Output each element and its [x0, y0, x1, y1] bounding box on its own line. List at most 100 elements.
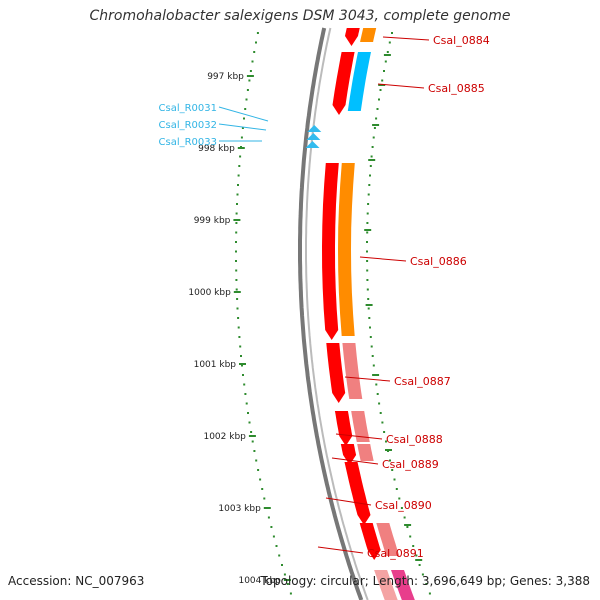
ruler-dot — [278, 554, 281, 557]
ruler-label: 998 kbp — [198, 144, 235, 154]
ruler-label: 1000 kbp — [188, 288, 231, 298]
gene-label: Csal_0887 — [394, 375, 451, 388]
outer-ring-dot — [388, 41, 391, 44]
gene-label: Csal_0891 — [367, 547, 424, 560]
outer-ring-dot — [367, 298, 370, 300]
gene-label: Csal_0884 — [433, 34, 490, 47]
outer-ring-dot — [381, 79, 384, 82]
gene-leader-line — [317, 546, 364, 554]
rna-label: Csal_R0031 — [159, 103, 218, 114]
ruler-dot — [255, 41, 257, 44]
outer-ring-dot — [409, 535, 412, 538]
outer-ring-dot — [383, 70, 385, 72]
outer-ring-dot — [366, 250, 368, 253]
ruler-dot — [250, 431, 253, 433]
outer-ring-dot — [366, 279, 369, 281]
cds-arrow — [340, 444, 357, 465]
rna-label: Csal_R0033 — [159, 137, 218, 148]
ruler-dot — [236, 203, 238, 205]
ruler-dot — [261, 488, 264, 490]
outer-ring-dot — [370, 345, 373, 348]
ruler-dot — [249, 70, 252, 72]
outer-ring-dot — [385, 440, 387, 443]
ruler-dot — [240, 136, 243, 139]
ruler-dot — [241, 127, 244, 129]
outer-ring-dot — [418, 564, 421, 566]
ruler-dot — [235, 222, 238, 224]
gene-leader-line — [335, 433, 383, 440]
ruler-dot — [289, 592, 292, 595]
cds-arrow — [326, 343, 346, 403]
outer-ring-dot — [386, 51, 389, 53]
ruler-dot — [236, 298, 239, 300]
cds-arrow — [359, 523, 381, 560]
cds-block — [347, 52, 371, 111]
outer-ring-dot — [373, 127, 376, 129]
ruler-dot — [255, 459, 258, 462]
outer-ring-dot — [379, 89, 382, 91]
rna-leader-line — [218, 106, 269, 122]
ruler-dot — [239, 345, 242, 348]
outer-ring-dot — [391, 469, 394, 471]
ruler-label: 997 kbp — [207, 72, 244, 82]
outer-ring-dot — [421, 573, 424, 576]
ruler-label: 1001 kbp — [194, 360, 237, 370]
ruler-dot — [237, 326, 240, 329]
gene-label: Csal_0890 — [375, 499, 432, 512]
outer-ring-dot — [366, 288, 369, 291]
outer-ring-dot — [398, 497, 401, 500]
ruler-dot — [236, 307, 239, 310]
outer-ring-dot — [378, 402, 381, 405]
outer-ring-dot — [415, 554, 418, 557]
ruler-dot — [235, 250, 237, 253]
ruler-dot — [240, 355, 242, 357]
ruler-dot — [283, 573, 286, 576]
cds-block — [360, 28, 377, 42]
ruler-dot — [275, 545, 278, 547]
ruler-dot — [263, 497, 266, 500]
ruler-dot — [267, 516, 270, 519]
genome-summary: Topology: circular; Length: 3,696,649 bp… — [260, 574, 590, 588]
outer-ring-dot — [412, 545, 415, 547]
ruler-dot — [238, 336, 241, 338]
outer-ring-dot — [428, 592, 431, 595]
outer-ring-dot — [372, 136, 375, 139]
outer-ring-dot — [403, 516, 406, 519]
cds-arrow — [334, 411, 353, 446]
outer-ring-dot — [395, 488, 398, 490]
ruler-dot — [242, 374, 244, 376]
outer-ring-dot — [366, 241, 368, 243]
cds-block — [338, 163, 355, 336]
outer-ring-dot — [376, 393, 379, 395]
rna-leader-line — [218, 123, 267, 131]
outer-ring-dot — [376, 108, 379, 110]
cds-block — [376, 523, 400, 556]
outer-ring-dot — [369, 336, 372, 338]
outer-ring-dot — [366, 222, 369, 224]
outer-ring-dot — [368, 317, 371, 319]
outer-ring-dot — [378, 98, 380, 101]
outer-ring-dot — [369, 165, 372, 167]
accession-label: Accession: NC_007963 — [8, 574, 145, 588]
outer-ring-dot — [379, 412, 382, 414]
outer-ring-dot — [366, 231, 369, 234]
ruler-dot — [248, 79, 251, 82]
gene-leader-line — [331, 457, 379, 465]
ruler-dot — [251, 60, 254, 63]
outer-ring-dot — [400, 507, 403, 509]
ruler-dot — [253, 51, 256, 53]
outer-ring-dot — [367, 307, 370, 310]
ruler-dot — [247, 412, 249, 414]
outer-ring-dot — [371, 146, 374, 148]
map-title: Chromohalobacter salexigens DSM 3043, co… — [89, 8, 511, 24]
outer-ring-dot — [425, 583, 428, 585]
outer-ring-dot — [369, 174, 371, 177]
cds-arrow — [344, 462, 371, 525]
ruler-label: 1004 kbp — [238, 576, 281, 586]
ruler-dot — [244, 393, 247, 395]
outer-ring-dot — [366, 260, 369, 262]
rna-marker — [307, 125, 322, 132]
cds-block — [342, 343, 363, 399]
ruler-dot — [281, 564, 283, 566]
